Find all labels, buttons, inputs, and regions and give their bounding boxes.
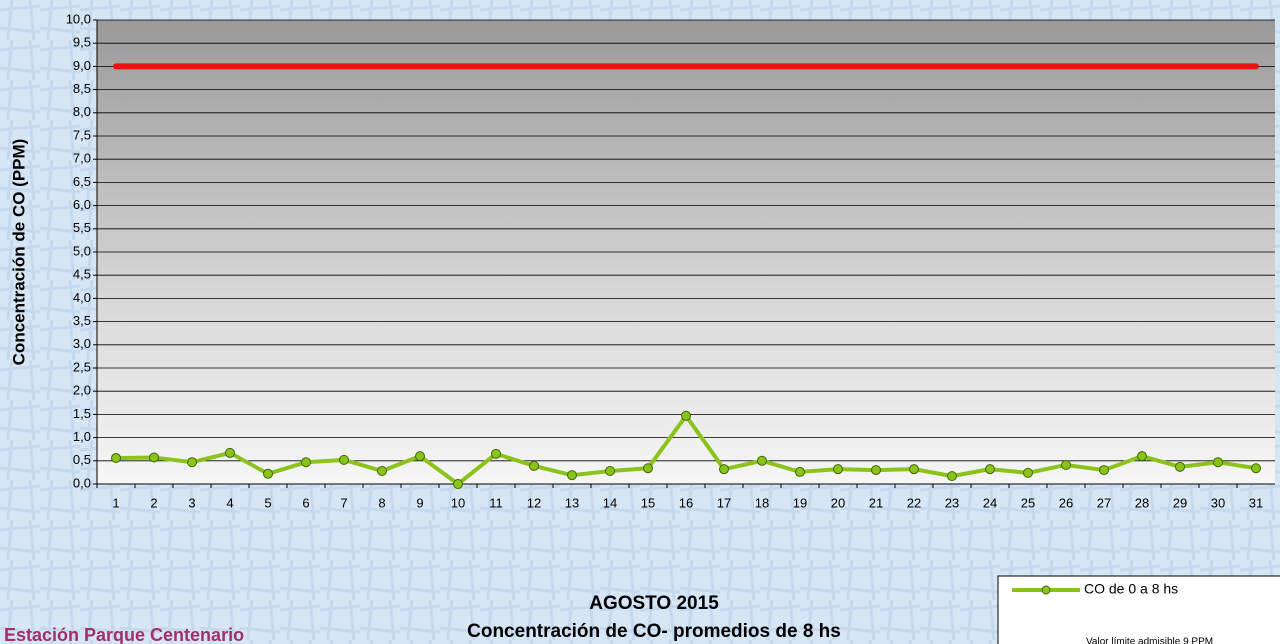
y-tick-label: 0,0 — [73, 475, 91, 490]
data-point — [111, 453, 121, 464]
y-tick-label: 1,0 — [73, 429, 91, 444]
x-tick-label: 24 — [983, 495, 997, 510]
x-tick-label: 23 — [945, 495, 959, 510]
x-tick-label: 27 — [1097, 495, 1111, 510]
x-tick-label: 25 — [1021, 495, 1035, 510]
data-point — [947, 471, 957, 482]
x-tick-label: 28 — [1135, 495, 1149, 510]
x-tick-label: 2 — [150, 495, 157, 510]
data-point — [567, 470, 577, 481]
x-tick-label: 29 — [1173, 495, 1187, 510]
x-tick-label: 16 — [679, 495, 693, 510]
x-tick-label: 17 — [717, 495, 731, 510]
data-point — [1175, 461, 1185, 472]
y-tick-label: 9,5 — [73, 35, 91, 50]
data-point — [909, 464, 919, 475]
y-tick-label: 9,0 — [73, 58, 91, 73]
x-tick-label: 14 — [603, 495, 617, 510]
x-tick-label: 21 — [869, 495, 883, 510]
data-point — [795, 466, 805, 477]
data-point — [187, 457, 197, 468]
data-point — [339, 454, 349, 465]
y-axis-label: Concentración de CO (PPM) — [9, 139, 28, 366]
y-tick-label: 6,0 — [73, 197, 91, 212]
data-point — [985, 464, 995, 475]
y-tick-label: 8,5 — [73, 81, 91, 96]
y-tick-label: 10,0 — [66, 11, 91, 26]
station-label: Estación Parque Centenario — [4, 625, 244, 644]
y-tick-label: 5,5 — [73, 220, 91, 235]
y-tick-label: 7,5 — [73, 127, 91, 142]
data-point — [225, 447, 235, 458]
data-point — [453, 479, 463, 489]
x-tick-label: 10 — [451, 495, 465, 510]
data-point — [833, 464, 843, 475]
y-tick-label: 4,5 — [73, 267, 91, 282]
x-tick-label: 22 — [907, 495, 921, 510]
data-point — [529, 460, 539, 471]
x-tick-label: 19 — [793, 495, 807, 510]
data-point — [605, 466, 615, 477]
x-tick-label: 4 — [226, 495, 233, 510]
data-point — [415, 451, 425, 462]
y-tick-label: 4,0 — [73, 290, 91, 305]
x-tick-label: 5 — [264, 495, 271, 510]
x-tick-label: 3 — [188, 495, 195, 510]
data-point — [149, 452, 159, 463]
data-point — [1251, 463, 1261, 474]
x-tick-label: 30 — [1211, 495, 1225, 510]
x-tick-label: 15 — [641, 495, 655, 510]
data-point — [377, 466, 387, 477]
data-point — [1213, 457, 1223, 468]
x-tick-label: 7 — [340, 495, 347, 510]
x-tick-label: 9 — [416, 495, 423, 510]
legend-marker — [1041, 585, 1051, 595]
x-tick-label: 18 — [755, 495, 769, 510]
data-point — [719, 464, 729, 475]
data-point — [643, 463, 653, 474]
legend-label: CO de 0 a 8 hs — [1084, 581, 1178, 597]
y-tick-label: 5,0 — [73, 243, 91, 258]
legend-label: Valor límite admisible 9 PPM — [1086, 637, 1213, 644]
x-tick-label: 20 — [831, 495, 845, 510]
chart-subtitle: Concentración de CO- promedios de 8 hs — [467, 621, 841, 642]
data-point — [491, 448, 501, 459]
x-tick-label: 11 — [489, 495, 503, 510]
y-tick-label: 6,5 — [73, 174, 91, 189]
x-tick-label: 13 — [565, 495, 579, 510]
data-point — [681, 410, 691, 421]
data-point — [263, 468, 273, 479]
data-point — [1023, 467, 1033, 478]
x-tick-label: 1 — [112, 495, 119, 510]
chart-title: AGOSTO 2015 — [589, 593, 719, 614]
x-tick-label: 12 — [527, 495, 541, 510]
data-point — [1099, 465, 1109, 476]
y-tick-label: 7,0 — [73, 151, 91, 166]
y-tick-label: 2,0 — [73, 383, 91, 398]
y-tick-label: 2,5 — [73, 359, 91, 374]
x-tick-label: 6 — [302, 495, 309, 510]
x-tick-label: 31 — [1249, 495, 1263, 510]
data-point — [871, 465, 881, 476]
x-tick-label: 26 — [1059, 495, 1073, 510]
x-tick-label: 8 — [378, 495, 385, 510]
y-tick-label: 1,5 — [73, 406, 91, 421]
data-point — [1061, 459, 1071, 470]
data-point — [757, 455, 767, 466]
data-point — [301, 457, 311, 468]
y-tick-label: 0,5 — [73, 452, 91, 467]
data-point — [1137, 451, 1147, 462]
y-tick-label: 3,5 — [73, 313, 91, 328]
y-tick-label: 8,0 — [73, 104, 91, 119]
y-tick-label: 3,0 — [73, 336, 91, 351]
